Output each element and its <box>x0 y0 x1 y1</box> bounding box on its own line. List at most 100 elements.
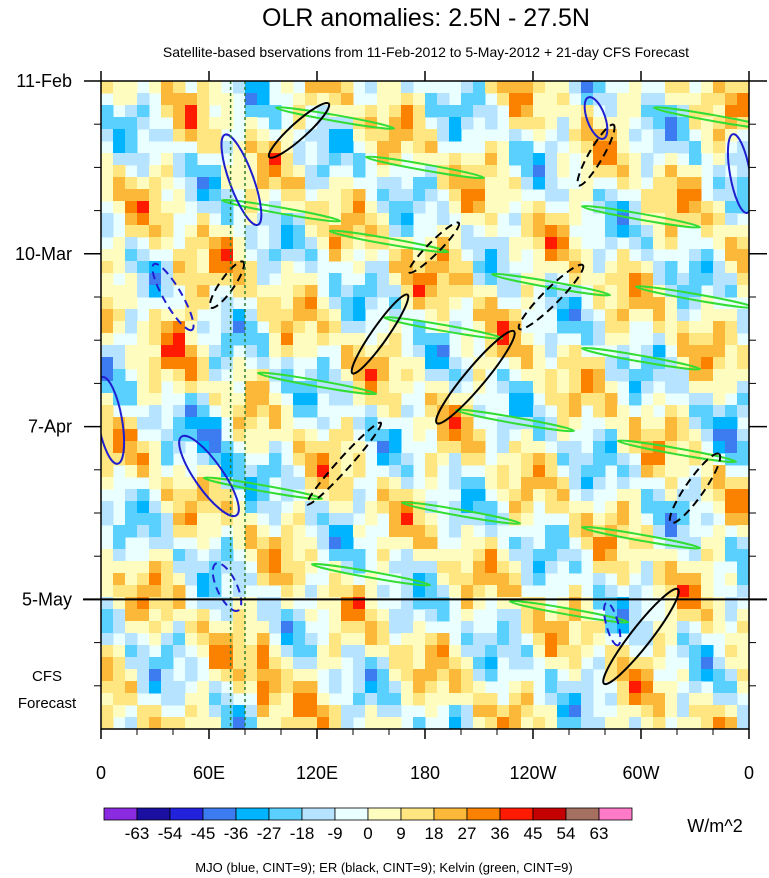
kelvin-contour <box>508 599 630 624</box>
olr-cell <box>569 81 582 94</box>
olr-cell <box>617 537 630 550</box>
olr-cell <box>101 105 114 118</box>
olr-cell <box>185 225 198 238</box>
olr-cell <box>341 249 354 262</box>
olr-cell <box>389 501 402 514</box>
olr-cell <box>389 273 402 286</box>
olr-cell <box>485 525 498 538</box>
olr-cell <box>629 501 642 514</box>
olr-cell <box>161 429 174 442</box>
olr-cell <box>281 249 294 262</box>
olr-cell <box>269 549 282 562</box>
forecast-label-line-1: CFS <box>32 668 62 685</box>
olr-cell <box>269 249 282 262</box>
olr-cell <box>329 129 342 142</box>
olr-cell <box>653 429 666 442</box>
olr-cell <box>413 717 426 729</box>
olr-cell <box>725 669 738 682</box>
olr-cell <box>137 453 150 466</box>
olr-cell <box>353 333 366 346</box>
olr-cell <box>545 237 558 250</box>
olr-cell <box>413 273 426 286</box>
olr-cell <box>341 321 354 334</box>
olr-cell <box>641 201 654 214</box>
olr-cell <box>725 429 738 442</box>
olr-cell <box>245 129 258 142</box>
olr-cell <box>449 693 462 706</box>
olr-cell <box>581 249 594 262</box>
olr-cell <box>281 153 294 166</box>
olr-cell <box>365 273 378 286</box>
olr-cell <box>449 657 462 670</box>
olr-cell <box>245 237 258 250</box>
olr-cell <box>629 369 642 382</box>
olr-cell <box>365 657 378 670</box>
olr-cell <box>545 537 558 550</box>
olr-cell <box>173 633 186 646</box>
olr-cell <box>713 537 726 550</box>
olr-cell <box>305 633 318 646</box>
olr-cell <box>173 525 186 538</box>
olr-cell <box>665 129 678 142</box>
olr-cell <box>581 81 594 94</box>
olr-cell <box>257 549 270 562</box>
olr-cell <box>329 705 342 718</box>
olr-cell <box>113 609 126 622</box>
olr-cell <box>377 189 390 202</box>
olr-cell <box>329 333 342 346</box>
olr-cell <box>269 321 282 334</box>
olr-cell <box>377 345 390 358</box>
olr-cell <box>485 633 498 646</box>
olr-cell <box>149 561 162 574</box>
olr-cell <box>701 549 714 562</box>
olr-cell <box>425 549 438 562</box>
olr-cell <box>617 165 630 178</box>
olr-cell <box>737 645 749 658</box>
olr-cell <box>125 141 138 154</box>
olr-cell <box>257 249 270 262</box>
olr-cell <box>605 297 618 310</box>
olr-cell <box>209 261 222 274</box>
olr-cell <box>269 405 282 418</box>
olr-cell <box>245 537 258 550</box>
olr-cell <box>665 225 678 238</box>
olr-cell <box>353 225 366 238</box>
olr-cell <box>581 129 594 142</box>
olr-cell <box>449 573 462 586</box>
olr-cell <box>653 261 666 274</box>
olr-cell <box>725 201 738 214</box>
colorbar-label: -9 <box>327 824 342 843</box>
olr-cell <box>137 513 150 526</box>
olr-cell <box>557 321 570 334</box>
olr-cell <box>449 189 462 202</box>
olr-cell <box>257 93 270 106</box>
olr-cell <box>149 225 162 238</box>
olr-cell <box>737 537 749 550</box>
olr-cell <box>617 489 630 502</box>
olr-cell <box>353 453 366 466</box>
olr-cell <box>629 177 642 190</box>
olr-cell <box>617 321 630 334</box>
olr-cell <box>185 561 198 574</box>
olr-cell <box>149 321 162 334</box>
olr-cell <box>713 309 726 322</box>
olr-cell <box>269 429 282 442</box>
olr-cell <box>485 309 498 322</box>
olr-cell <box>665 333 678 346</box>
olr-cell <box>665 237 678 250</box>
olr-cell <box>389 657 402 670</box>
olr-cell <box>113 381 126 394</box>
olr-cell <box>269 669 282 682</box>
olr-cell <box>317 693 330 706</box>
olr-cell <box>581 381 594 394</box>
colorbar-label: -27 <box>257 824 282 843</box>
olr-cell <box>413 141 426 154</box>
olr-cell <box>593 585 606 598</box>
olr-cell <box>497 549 510 562</box>
olr-cell <box>581 453 594 466</box>
olr-cell <box>221 225 234 238</box>
olr-cell <box>293 285 306 298</box>
olr-cell <box>473 369 486 382</box>
olr-cell <box>677 585 690 598</box>
y-tick-label: 7-Apr <box>28 417 72 437</box>
